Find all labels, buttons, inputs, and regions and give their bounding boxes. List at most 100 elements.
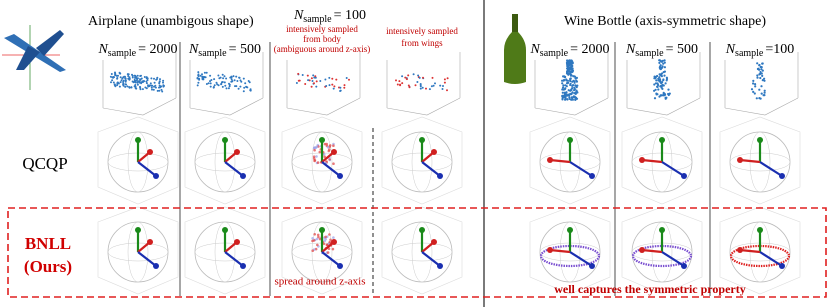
point [245,85,248,88]
point [143,76,146,78]
point [663,59,666,62]
point [233,79,236,82]
arrow-head [659,227,665,233]
sphere-plot [529,116,611,205]
point [425,87,427,90]
point [667,93,670,97]
point [131,76,134,79]
point [123,75,126,78]
spread [314,146,318,149]
point [656,85,659,88]
point-cloud [286,52,361,116]
point [328,84,331,87]
point [658,76,661,79]
point [220,83,223,86]
point [221,85,224,88]
point [665,79,668,82]
point [133,78,136,81]
point [658,61,661,64]
point [156,89,159,92]
point [763,79,766,82]
point [332,87,335,90]
point [345,77,348,79]
spread [323,155,327,159]
point [565,61,569,64]
box [719,116,801,205]
box [184,116,266,205]
point [160,88,163,91]
point [139,88,142,91]
point [201,78,204,81]
point [221,73,224,76]
point [759,70,762,74]
arrow-head [659,137,665,143]
point [199,74,202,77]
point [140,77,143,80]
point [153,77,155,80]
box [529,116,611,205]
point-cloud [724,52,799,116]
point [230,78,233,81]
point [131,80,134,83]
point [407,84,410,87]
point [568,72,572,75]
point [664,82,667,85]
point [209,74,212,77]
arrow-head [681,263,687,269]
spread [311,237,314,240]
arrow-head [234,239,240,245]
point [335,78,338,81]
point [653,77,656,80]
point [136,74,139,77]
point [145,82,148,85]
arrow-head [319,137,325,143]
value: = 100 [334,8,366,23]
point [196,84,199,87]
axes-box [534,52,609,116]
point [139,75,142,77]
spread [332,236,335,239]
point [660,75,664,78]
point-cloud [189,52,264,116]
point [418,76,421,79]
point [663,70,667,73]
point [658,78,662,81]
point [235,85,238,88]
point [339,86,342,89]
box [719,206,801,295]
point [153,81,156,84]
arrow-head [153,263,159,269]
point [573,86,576,89]
arrow-head [135,227,141,233]
point [446,77,449,80]
point [215,81,218,84]
point [217,84,220,87]
arrow-head [153,173,159,179]
point [160,85,163,88]
point [136,83,139,86]
point [124,85,127,88]
point [656,74,659,78]
arrow-head [437,263,443,269]
point [134,84,137,86]
point [565,82,569,85]
point [225,77,228,80]
point [570,71,574,74]
point [419,83,422,85]
axis-arrow [137,251,157,267]
point [564,97,567,100]
spread [318,150,322,154]
arrow-head [147,239,153,245]
sphere-plot [719,116,801,205]
point [443,81,446,84]
point [575,79,578,82]
point [249,89,252,92]
point [561,79,564,82]
value: = 500 [229,42,261,57]
spread [312,155,316,158]
point [220,81,223,84]
point [567,63,570,66]
axis-arrow [224,251,244,267]
point [405,78,408,81]
point [756,76,759,79]
